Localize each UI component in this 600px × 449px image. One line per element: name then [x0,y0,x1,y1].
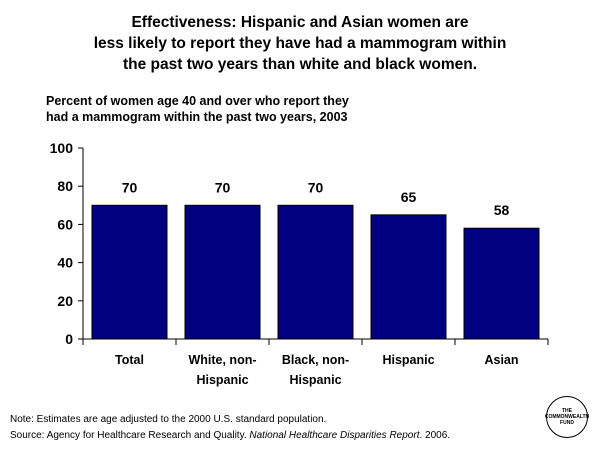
y-tick-label: 40 [57,255,73,271]
title-line: the past two years than white and black … [123,56,477,73]
data-label: 70 [122,179,138,195]
y-tick-label: 0 [65,331,73,347]
chart-subtitle: Percent of women age 40 and over who rep… [46,93,466,125]
source-title: National Healthcare Disparities Report [249,430,420,441]
data-label: 65 [401,189,417,205]
x-category-label: White, non- [188,353,256,367]
title-line: less likely to report they have had a ma… [93,35,507,52]
source-prefix: Source: Agency for Healthcare Research a… [10,430,250,441]
subtitle-line: Percent of women age 40 and over who rep… [46,94,349,108]
source-suffix: . 2006. [419,430,451,441]
data-label: 70 [215,179,231,195]
logo-line: FUND [560,420,574,426]
data-label: 58 [494,202,510,218]
bar [277,204,354,340]
chart-title: Effectiveness: Hispanic and Asian women … [20,12,580,75]
footnote: Note: Estimates are age adjusted to the … [10,414,327,425]
data-label: 70 [308,179,324,195]
x-category-label: Black, non- [282,353,349,367]
logo-line: THE [562,408,572,414]
source-note: Source: Agency for Healthcare Research a… [10,430,450,441]
subtitle-line: had a mammogram within the past two year… [46,110,348,124]
logo-line: COMMONWEALTH [544,414,590,420]
x-category-label: Total [115,353,144,367]
bar [184,204,261,340]
x-category-label: Hispanic [196,373,248,387]
y-tick-label: 20 [57,293,73,309]
bar [91,204,168,340]
commonwealth-fund-logo: THE COMMONWEALTH FUND [544,396,590,438]
bar [463,227,540,340]
title-line: Effectiveness: Hispanic and Asian women … [131,14,469,31]
x-category-label: Hispanic [382,353,434,367]
x-category-label: Hispanic [289,373,341,387]
y-tick-label: 80 [57,178,73,194]
y-tick-label: 100 [50,140,74,156]
x-category-label: Asian [484,353,518,367]
y-tick-label: 60 [57,216,73,232]
bar [370,214,447,340]
